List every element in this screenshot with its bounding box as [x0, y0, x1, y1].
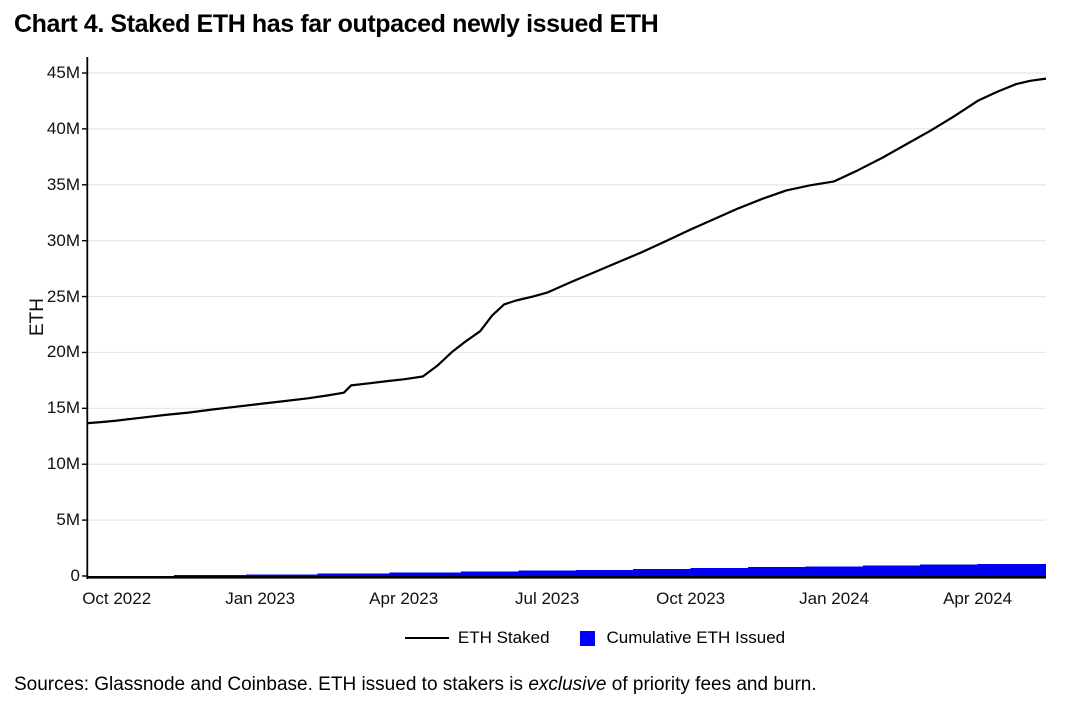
y-tick-label: 20M	[46, 342, 80, 362]
x-tick-label: Apr 2024	[943, 589, 1013, 608]
y-tick-label: 40M	[46, 118, 80, 138]
source-text-italic: exclusive	[528, 674, 607, 695]
x-tick-label: Oct 2023	[656, 589, 726, 608]
x-tick-label: Jul 2023	[515, 589, 580, 608]
y-tick-label: 35M	[46, 174, 80, 194]
y-tick-label: 30M	[46, 230, 80, 250]
source-text-suffix: of priority fees and burn.	[606, 674, 817, 695]
chart-canvas	[82, 57, 1047, 579]
source-text-prefix: Sources: Glassnode and Coinbase. ETH iss…	[14, 674, 529, 695]
legend-line-swatch	[404, 637, 449, 639]
source-note: Sources: Glassnode and Coinbase. ETH iss…	[14, 674, 817, 696]
x-tick-label: Jan 2023	[225, 589, 296, 608]
legend-label-eth-staked: ETH Staked	[457, 628, 550, 647]
y-tick-label: 10M	[46, 454, 80, 474]
y-tick-label: 15M	[46, 398, 80, 418]
x-tick-label: Apr 2023	[369, 589, 439, 608]
y-tick-label: 25M	[46, 286, 80, 306]
y-tick-label: 0	[70, 566, 80, 585]
legend-label-cumulative-eth-issued: Cumulative ETH Issued	[606, 628, 786, 647]
x-tick-label: Oct 2022	[82, 589, 152, 608]
chart-title: Chart 4. Staked ETH has far outpaced new…	[14, 10, 659, 38]
y-tick-label: 5M	[56, 510, 80, 530]
y-tick-label: 45M	[46, 63, 80, 82]
legend-square-swatch	[579, 630, 595, 646]
legend: ETH Staked Cumulative ETH Issued	[88, 628, 1046, 648]
x-tick-label: Jan 2024	[799, 589, 870, 608]
